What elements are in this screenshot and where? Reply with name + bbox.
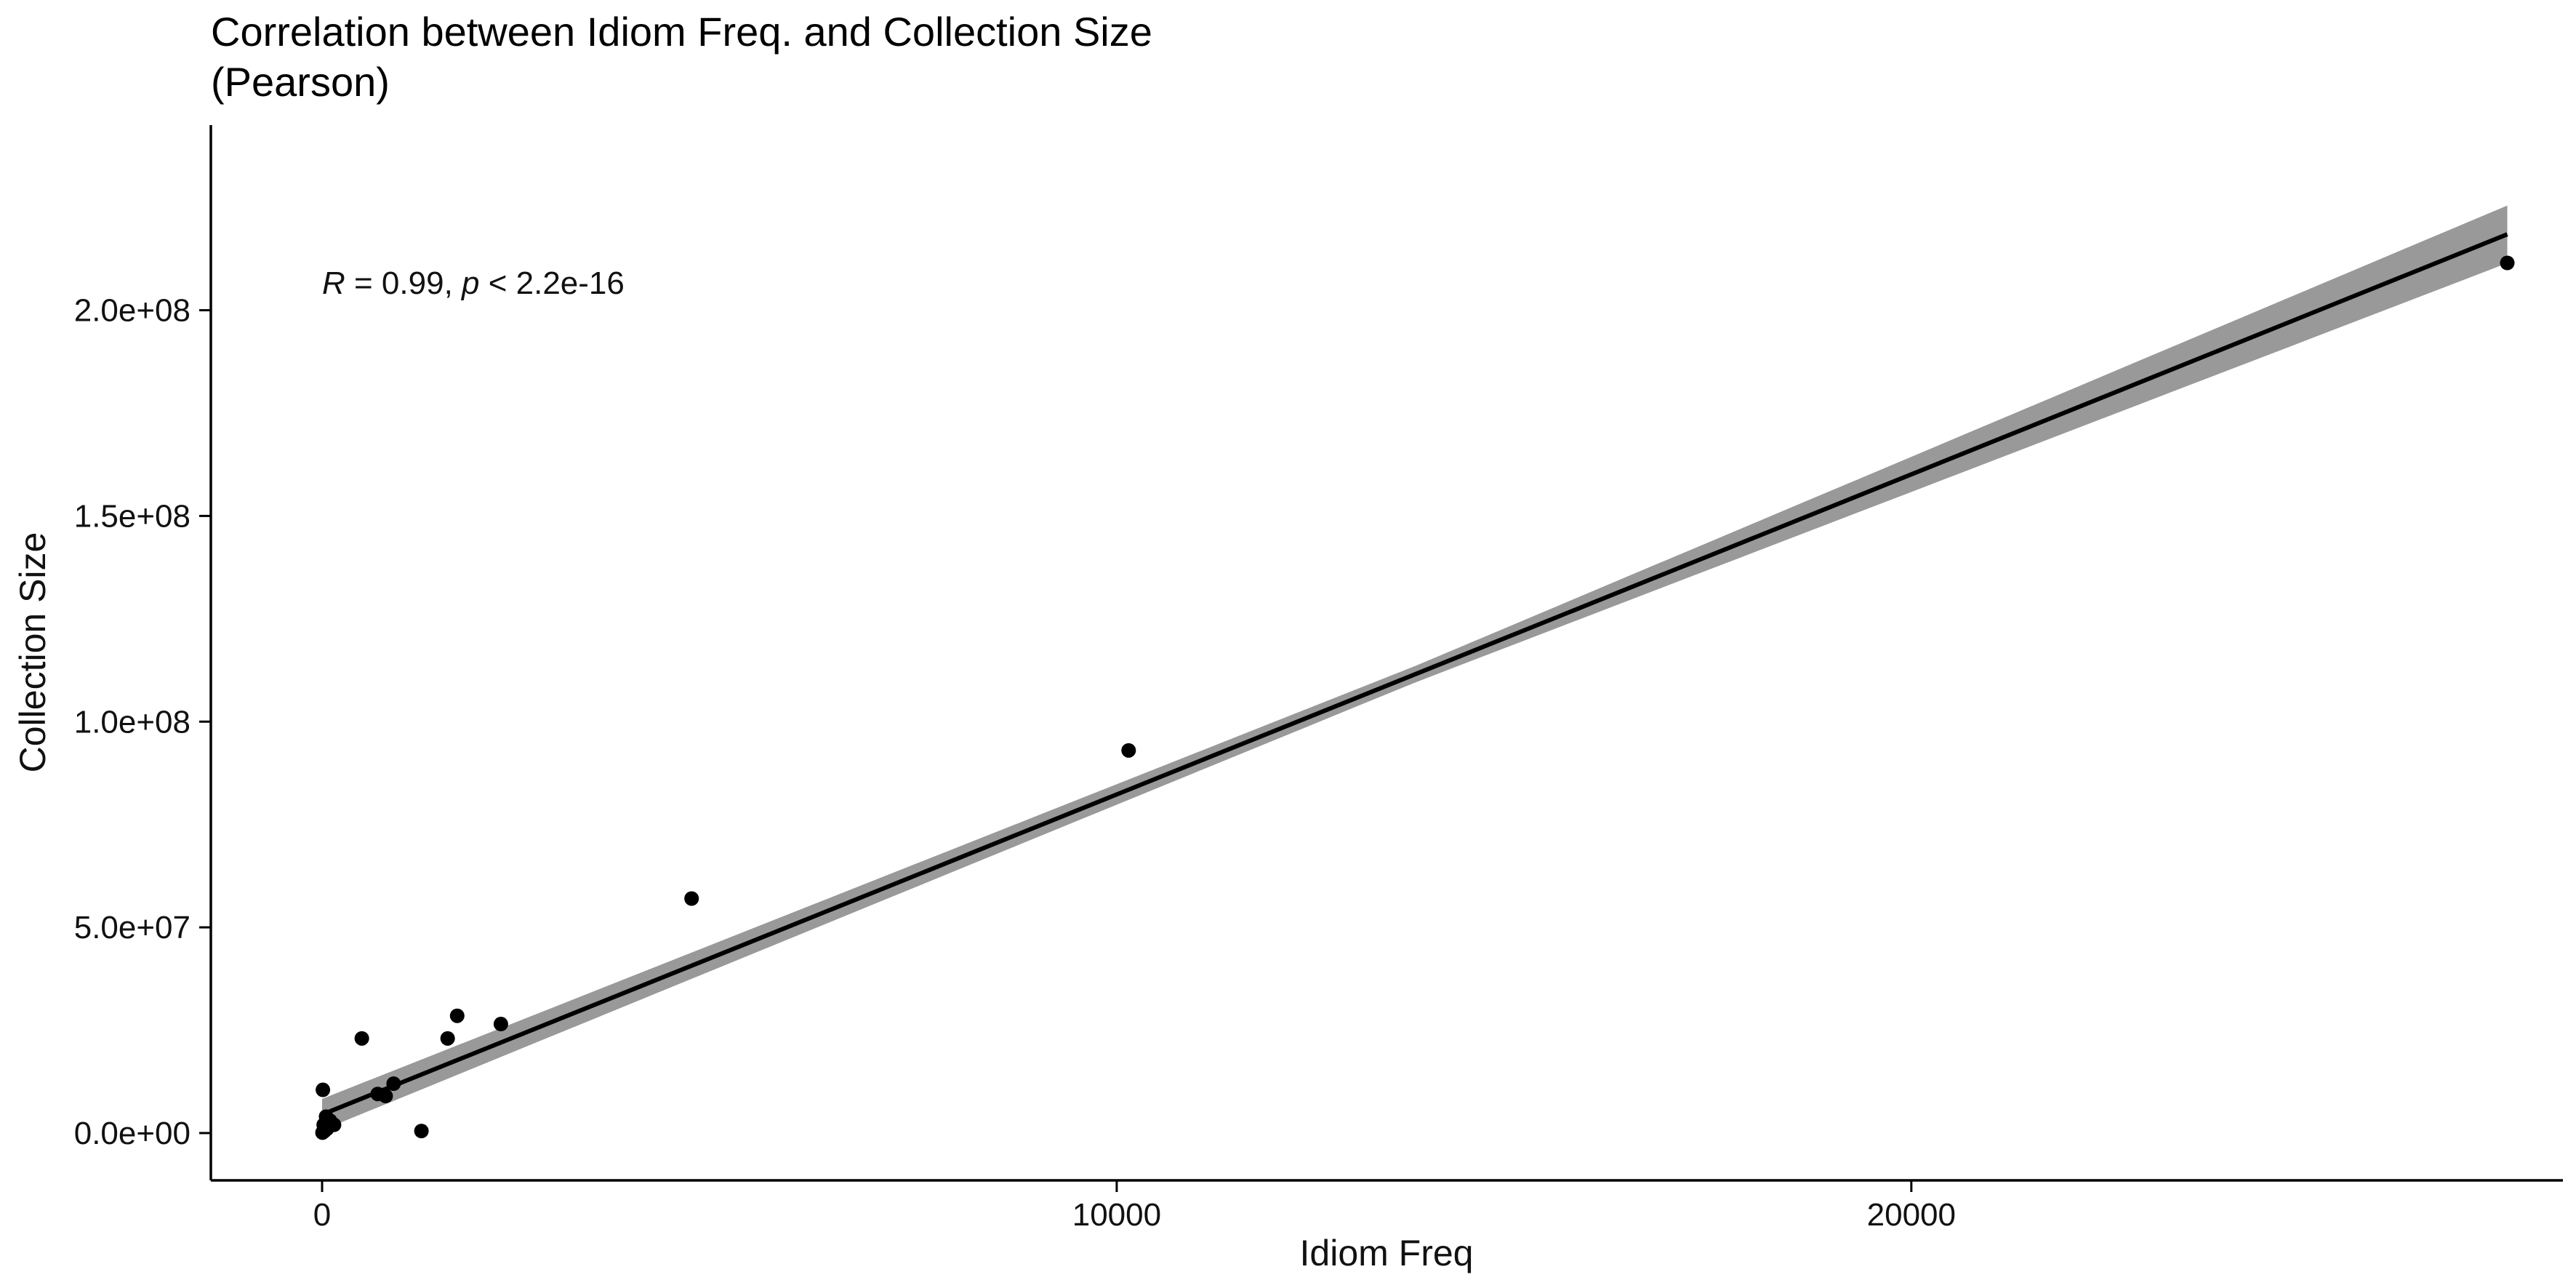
- axes: 0 10000 20000 0.0e+00 5.0e+07 1.0e+08 1.5e+08…: [74, 125, 2563, 1233]
- data-point: [318, 1109, 334, 1124]
- chart-title-line-2: (Pearson): [211, 59, 390, 105]
- regression-line: [321, 232, 2508, 1117]
- p-symbol: p: [460, 265, 479, 301]
- data-point: [316, 1082, 331, 1097]
- correlation-annotation: R = 0.99, p < 2.2e-16: [322, 265, 625, 301]
- y-tick-label: 1.5e+08: [74, 498, 190, 534]
- y-tick-label: 5.0e+07: [74, 910, 190, 945]
- r-value: = 0.99,: [345, 265, 462, 301]
- x-tick-label: 10000: [1072, 1197, 1161, 1233]
- data-point: [440, 1031, 455, 1046]
- regression-line-path: [321, 232, 2508, 1117]
- data-point: [370, 1087, 385, 1102]
- x-axis-ticks: 0 10000 20000: [313, 1180, 1956, 1233]
- confidence-band-area: [322, 205, 2508, 1131]
- y-tick-label: 0.0e+00: [74, 1116, 190, 1151]
- y-axis-ticks: 0.0e+00 5.0e+07 1.0e+08 1.5e+08 2.0e+08: [74, 293, 211, 1151]
- data-points: [315, 255, 2515, 1140]
- data-point: [1121, 743, 1136, 758]
- p-value: < 2.2e-16: [480, 265, 625, 301]
- y-tick-label: 2.0e+08: [74, 293, 190, 329]
- data-point: [684, 891, 699, 906]
- y-tick-label: 1.0e+08: [74, 704, 190, 740]
- data-point: [354, 1031, 369, 1046]
- chart-title: Correlation between Idiom Freq. and Coll…: [211, 9, 1152, 105]
- confidence-band: [322, 205, 2508, 1131]
- data-point: [315, 1125, 330, 1140]
- chart-title-line-1: Correlation between Idiom Freq. and Coll…: [211, 9, 1152, 55]
- data-point: [2500, 255, 2515, 271]
- x-tick-label: 20000: [1867, 1197, 1956, 1233]
- data-point: [493, 1017, 508, 1032]
- x-axis-label: Idiom Freq: [1300, 1233, 1474, 1273]
- data-point: [449, 1008, 465, 1023]
- r-symbol: R: [322, 265, 345, 301]
- x-tick-label: 0: [313, 1197, 331, 1233]
- data-point: [386, 1076, 401, 1092]
- data-point: [414, 1124, 429, 1139]
- y-axis-label: Collection Size: [12, 532, 53, 773]
